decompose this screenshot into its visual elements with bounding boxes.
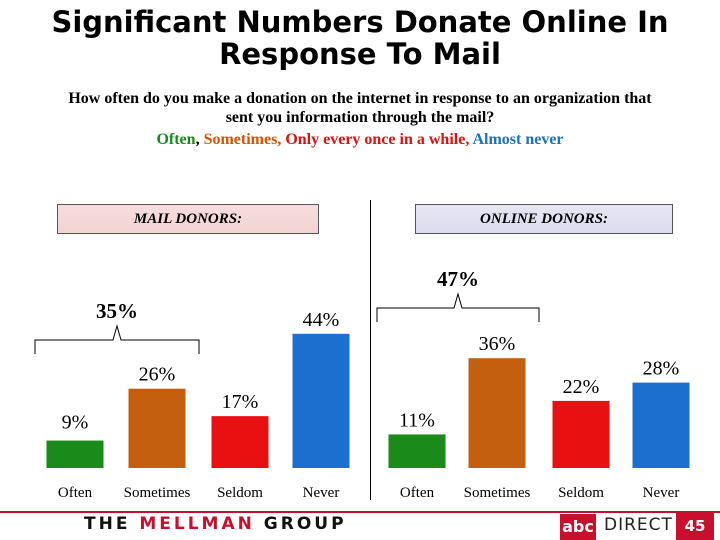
online-category-label-often: Often [400, 485, 435, 501]
mail-donors-label-box: MAIL DONORS: [57, 204, 319, 234]
online-value-label-often: 11% [399, 409, 435, 431]
mail-bar-seldom [211, 416, 269, 468]
title-line-1: Significant Numbers Donate Online In [51, 5, 669, 39]
online-donors-label: ONLINE DONORS: [480, 210, 608, 227]
mail-bracket-label: 35% [96, 299, 138, 323]
legend-once-in-a-while: Only every once in a while, [285, 131, 470, 148]
online-category-label-never: Never [643, 485, 680, 501]
page-number: 45 [676, 513, 714, 540]
legend-separator: , [195, 131, 204, 148]
mail-value-label-sometimes: 26% [139, 364, 176, 386]
online-category-label-sometimes: Sometimes [464, 485, 531, 501]
legend-sometimes: Sometimes, [203, 131, 282, 148]
mail-bar-never [292, 333, 350, 468]
legend-often: Often [156, 131, 196, 148]
mellman-group-logo: THE MELLMAN GROUP [84, 514, 347, 534]
mail-value-label-often: 9% [62, 412, 89, 434]
legend-almost-never: Almost never [472, 131, 564, 148]
survey-question: How often do you make a donation on the … [10, 89, 710, 127]
mail-bracket [34, 324, 200, 354]
mail-bar-sometimes [128, 388, 186, 468]
mail-category-label-sometimes: Sometimes [124, 485, 191, 501]
online-bracket [376, 292, 540, 322]
bar-charts: 9% Often 26% Sometimes 17% Seldom 44% Never 35% 1… [34, 267, 690, 501]
online-value-label-seldom: 22% [563, 376, 600, 398]
response-legend: Often, Sometimes, Only every once in a w… [0, 131, 720, 149]
title-line-2: Response To Mail [219, 37, 501, 71]
mail-category-label-never: Never [303, 485, 340, 501]
mail-category-label-seldom: Seldom [217, 485, 263, 501]
direct-logo-text: DIRECT [604, 515, 673, 535]
mail-bar-often [46, 440, 104, 468]
online-value-label-never: 28% [643, 358, 680, 380]
footer-rule [0, 511, 720, 513]
online-bar-often [388, 434, 446, 468]
mail-category-label-often: Often [58, 485, 93, 501]
online-bar-sometimes [468, 358, 526, 468]
mail-value-label-seldom: 17% [222, 391, 259, 413]
question-line-2: sent you information through the mail? [225, 109, 495, 126]
panel-divider [370, 200, 371, 500]
online-bar-never [632, 382, 690, 468]
mail-value-label-never: 44% [303, 309, 340, 331]
online-bracket-label: 47% [437, 267, 479, 291]
mail-donors-label: MAIL DONORS: [133, 210, 243, 227]
chart-title: Significant Numbers Donate Online In Res… [0, 6, 720, 70]
abc-logo: abc [560, 514, 596, 540]
online-value-label-sometimes: 36% [479, 333, 516, 355]
online-category-label-seldom: Seldom [558, 485, 604, 501]
question-line-1: How often do you make a donation on the … [68, 90, 652, 107]
online-bar-seldom [552, 400, 610, 468]
online-donors-label-box: ONLINE DONORS: [415, 204, 673, 234]
